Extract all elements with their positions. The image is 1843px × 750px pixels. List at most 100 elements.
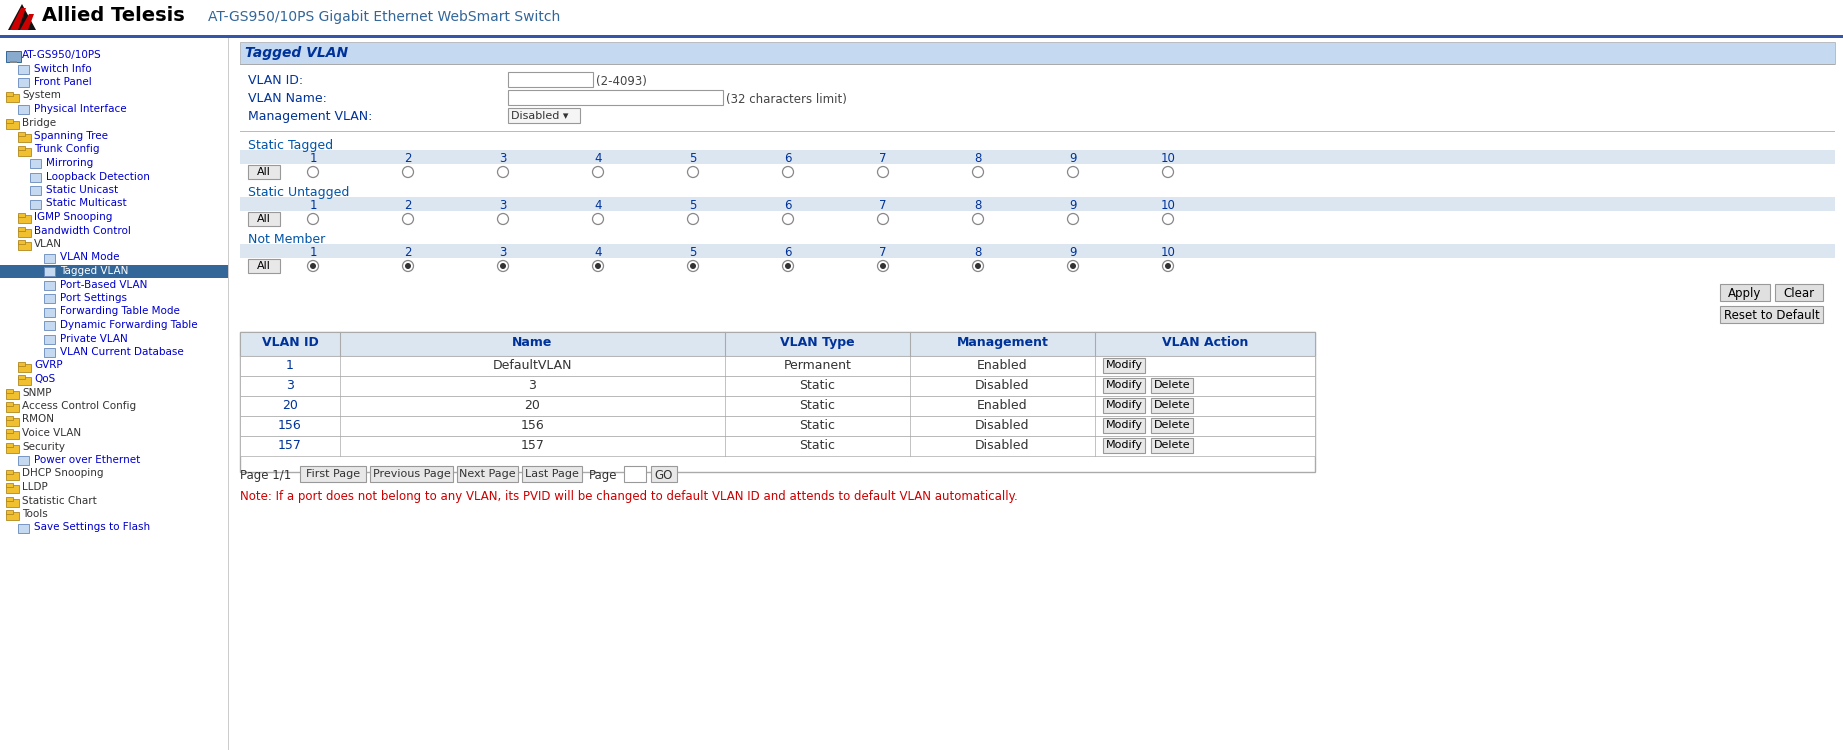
Text: Static Untagged: Static Untagged	[249, 186, 350, 199]
Circle shape	[405, 263, 411, 269]
Text: 10: 10	[1161, 152, 1176, 165]
Bar	[6, 51, 20, 62]
Text: 7: 7	[879, 246, 886, 259]
Bar	[18, 148, 31, 155]
Circle shape	[687, 166, 698, 178]
Text: 1: 1	[286, 359, 293, 372]
Text: 4: 4	[593, 152, 603, 165]
Text: DHCP Snooping: DHCP Snooping	[22, 469, 103, 478]
Bar	[6, 94, 18, 101]
Bar	[6, 429, 13, 433]
Text: Modify: Modify	[1106, 360, 1143, 370]
Circle shape	[308, 214, 319, 224]
Bar	[18, 375, 26, 379]
Text: Apply: Apply	[1729, 287, 1762, 300]
Bar	[240, 131, 1836, 132]
Bar	[240, 150, 1836, 164]
Bar	[29, 186, 41, 195]
Bar	[6, 499, 18, 506]
Circle shape	[877, 214, 888, 224]
Bar	[1152, 438, 1192, 453]
Circle shape	[592, 166, 603, 178]
Text: Loopback Detection: Loopback Detection	[46, 172, 149, 182]
Polygon shape	[7, 4, 37, 30]
Text: Reset to Default: Reset to Default	[1723, 309, 1819, 322]
Circle shape	[785, 263, 791, 269]
Bar	[240, 332, 1316, 472]
Bar	[44, 294, 55, 303]
Text: Bandwidth Control: Bandwidth Control	[33, 226, 131, 236]
Text: 7: 7	[879, 199, 886, 212]
Text: GO: GO	[654, 469, 673, 482]
Text: Permanent: Permanent	[783, 359, 851, 372]
Circle shape	[1163, 260, 1174, 272]
Bar	[18, 132, 26, 136]
Text: Mirroring: Mirroring	[46, 158, 94, 168]
Bar	[44, 254, 55, 262]
Bar	[18, 146, 26, 149]
Text: 6: 6	[785, 152, 792, 165]
Text: Dynamic Forwarding Table: Dynamic Forwarding Table	[61, 320, 197, 330]
Text: Enabled: Enabled	[977, 359, 1028, 372]
Text: Voice VLAN: Voice VLAN	[22, 428, 81, 438]
Bar	[6, 402, 13, 406]
Text: Clear: Clear	[1784, 287, 1815, 300]
Bar	[240, 42, 1836, 64]
Text: GVRP: GVRP	[33, 361, 63, 370]
Circle shape	[595, 263, 601, 269]
Bar	[44, 308, 55, 316]
Text: Spanning Tree: Spanning Tree	[33, 131, 109, 141]
Bar	[6, 483, 13, 487]
Text: 6: 6	[785, 246, 792, 259]
Circle shape	[1067, 260, 1078, 272]
Text: 157: 157	[520, 439, 544, 452]
Bar	[44, 280, 55, 290]
Bar	[370, 466, 453, 482]
Bar	[1720, 284, 1769, 301]
Text: SNMP: SNMP	[22, 388, 52, 398]
Text: Page 1/1: Page 1/1	[240, 469, 291, 482]
Bar	[240, 416, 1316, 436]
Text: Security: Security	[22, 442, 65, 452]
Circle shape	[1163, 214, 1174, 224]
Circle shape	[973, 260, 984, 272]
Text: Disabled: Disabled	[975, 379, 1030, 392]
Text: VLAN Type: VLAN Type	[780, 336, 855, 349]
Text: All: All	[256, 167, 271, 177]
Text: Modify: Modify	[1106, 400, 1143, 410]
Bar	[240, 332, 1316, 356]
Bar	[1102, 378, 1145, 393]
Text: 4: 4	[593, 246, 603, 259]
Bar	[0, 35, 1843, 38]
Text: Enabled: Enabled	[977, 399, 1028, 412]
Bar	[18, 377, 31, 385]
Bar	[18, 226, 26, 230]
Text: Port-Based VLAN: Port-Based VLAN	[61, 280, 147, 290]
Text: Allied Telesis: Allied Telesis	[42, 6, 184, 25]
Bar	[18, 215, 31, 223]
Bar	[18, 242, 31, 250]
Bar	[240, 396, 1316, 416]
Bar	[18, 524, 29, 532]
Text: 156: 156	[278, 419, 302, 432]
Bar	[29, 200, 41, 208]
Circle shape	[1067, 214, 1078, 224]
Bar	[6, 388, 13, 392]
Text: Not Member: Not Member	[249, 233, 324, 246]
Bar	[249, 259, 280, 273]
Circle shape	[1165, 263, 1170, 269]
Text: All: All	[256, 214, 271, 224]
Bar	[44, 348, 55, 357]
Text: 9: 9	[1069, 199, 1076, 212]
Bar	[457, 466, 518, 482]
Text: LLDP: LLDP	[22, 482, 48, 492]
Circle shape	[402, 214, 413, 224]
Circle shape	[308, 166, 319, 178]
Text: All: All	[256, 261, 271, 271]
Bar	[44, 321, 55, 330]
Bar	[1102, 418, 1145, 433]
Bar	[1152, 398, 1192, 413]
Circle shape	[498, 214, 509, 224]
Text: 156: 156	[520, 419, 544, 432]
Bar	[6, 416, 13, 419]
